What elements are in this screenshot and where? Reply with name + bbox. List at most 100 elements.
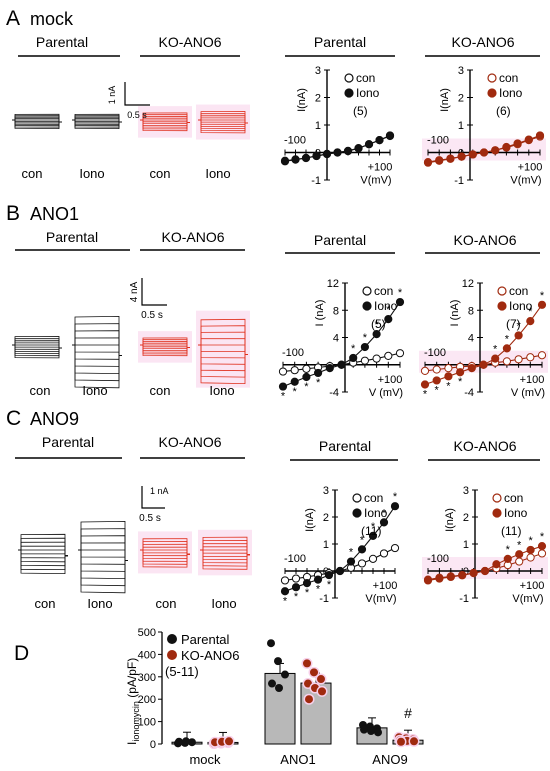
iv-significance-star: *: [363, 332, 368, 344]
iv-point-con: [379, 549, 389, 558]
iv-x-max-label: +100: [373, 580, 398, 592]
data-point-parental: [360, 725, 368, 734]
iv-point-iono: [503, 554, 512, 563]
iv-point-con: [432, 365, 441, 374]
iv-point-iono: [360, 342, 369, 352]
iv-significance-star: *: [528, 306, 533, 318]
iv-point-con: [357, 559, 367, 568]
iv-y-tick-label: -1: [454, 175, 464, 187]
iv-y-tick-label: -1: [459, 593, 469, 605]
iv-y-tick-label: 1: [458, 120, 464, 132]
iv-significance-star: *: [316, 377, 321, 389]
trace-sweep: [12, 344, 62, 357]
trace-ko-iono-a: [196, 104, 250, 140]
iv-point-iono: [333, 148, 342, 157]
scale-current-c: 1 nA: [150, 486, 169, 496]
iv-significance-star: *: [528, 535, 533, 547]
trace-sweep: [140, 119, 190, 132]
iv-significance-star: *: [393, 491, 398, 503]
iv-y-tick-label: 2: [323, 512, 329, 524]
iv-point-iono: [312, 151, 321, 161]
iv-y-tick-label: -1: [311, 175, 321, 187]
iv-point-iono: [314, 368, 323, 378]
trace-sweep: [72, 119, 122, 130]
panel-letter-b: B: [6, 202, 20, 225]
panel-d: D Iionomycin (pA/pF) Parental KO-ANO6 (5…: [14, 627, 424, 767]
trace-parental-iono-b: [72, 315, 122, 389]
trace-parental-con-b: [12, 335, 62, 359]
legend-n: (5-11): [165, 664, 199, 679]
iv-point-iono: [278, 382, 288, 391]
data-point-ko: [318, 687, 326, 696]
legend-marker-iono: [344, 88, 354, 98]
iv-y-tick-label: 2: [458, 93, 464, 105]
trace-sweep: [12, 344, 62, 349]
iv-point-con: [502, 357, 511, 366]
iv-point-iono: [302, 372, 311, 382]
iv-point-con: [395, 349, 405, 358]
iv-point-con: [390, 543, 400, 553]
iv-y-tick-label: 4: [468, 333, 474, 345]
trace-ko-con-c: [138, 531, 192, 574]
iv-y-tick-label: 1: [463, 539, 469, 551]
legend-marker-parental: [167, 634, 177, 644]
iv-significance-star: *: [374, 319, 379, 331]
legend-con: con: [374, 284, 393, 298]
legend-marker-ko: [167, 650, 177, 660]
iv-point-iono: [395, 297, 405, 307]
iv-y-tick-label: 1: [323, 539, 329, 551]
trace-sweep: [72, 344, 122, 389]
iv-y-tick-label: 8: [333, 305, 339, 317]
label-iono: Iono: [209, 383, 234, 398]
iv-chart-parental-c: 3210-1I(nA)-100+100V(mV)**********conIon…: [280, 485, 400, 607]
iv-point-con: [515, 557, 524, 566]
iv-significance-star: *: [540, 531, 545, 543]
trace-sweep: [140, 549, 190, 568]
legend-iono: Iono: [374, 299, 398, 313]
scale-bar-a: 1 nA 0.5 s: [107, 82, 150, 120]
legend-marker-con: [344, 73, 354, 83]
iv-point-con: [360, 356, 369, 365]
iv-point-iono: [467, 364, 476, 373]
scale-bar-c: 1 nA 0.5 s: [139, 486, 169, 524]
iv-y-label: I (nA): [449, 300, 461, 327]
legend-con: con: [504, 491, 523, 505]
legend-marker-iono: [487, 88, 497, 98]
bar-y-tick-label: 400: [138, 649, 156, 661]
iv-y-tick-label: 12: [462, 278, 474, 290]
iv-point-iono: [346, 557, 356, 566]
iv-point-iono: [337, 360, 346, 369]
legend-marker-iono: [352, 508, 362, 518]
iv-x-label: V(mV): [512, 593, 543, 605]
iv-significance-star: *: [294, 591, 299, 603]
iv-point-iono: [325, 364, 334, 373]
iv-point-iono: [446, 154, 455, 163]
trace-sweep: [18, 549, 68, 575]
iv-point-iono: [491, 354, 500, 363]
label-con: con: [35, 596, 56, 611]
trace-ko-con-a: [138, 106, 192, 138]
iv-point-con: [372, 354, 381, 363]
iv-significance-star: *: [446, 380, 451, 392]
panel-title-b: ANO1: [30, 204, 79, 224]
iv-x-max-label: +100: [378, 374, 403, 386]
trace-sweep: [72, 344, 122, 356]
data-point-ko: [310, 668, 318, 677]
iv-significance-star: *: [382, 507, 387, 519]
trace-sweep: [18, 549, 68, 563]
header-parental-b: Parental: [46, 229, 98, 245]
bar-category-label: mock: [189, 752, 221, 767]
label-iono: Iono: [82, 383, 107, 398]
trace-sweep: [78, 528, 128, 561]
header-ko-a: KO-ANO6: [158, 34, 221, 50]
scale-bar-lines: [141, 278, 167, 306]
bar-y-tick-label: 0: [150, 739, 156, 751]
panel-letter-d: D: [14, 642, 29, 665]
data-point-parental: [175, 737, 183, 746]
data-point-parental: [374, 728, 382, 737]
trace-sweep: [72, 344, 122, 367]
iv-point-con: [280, 576, 290, 585]
